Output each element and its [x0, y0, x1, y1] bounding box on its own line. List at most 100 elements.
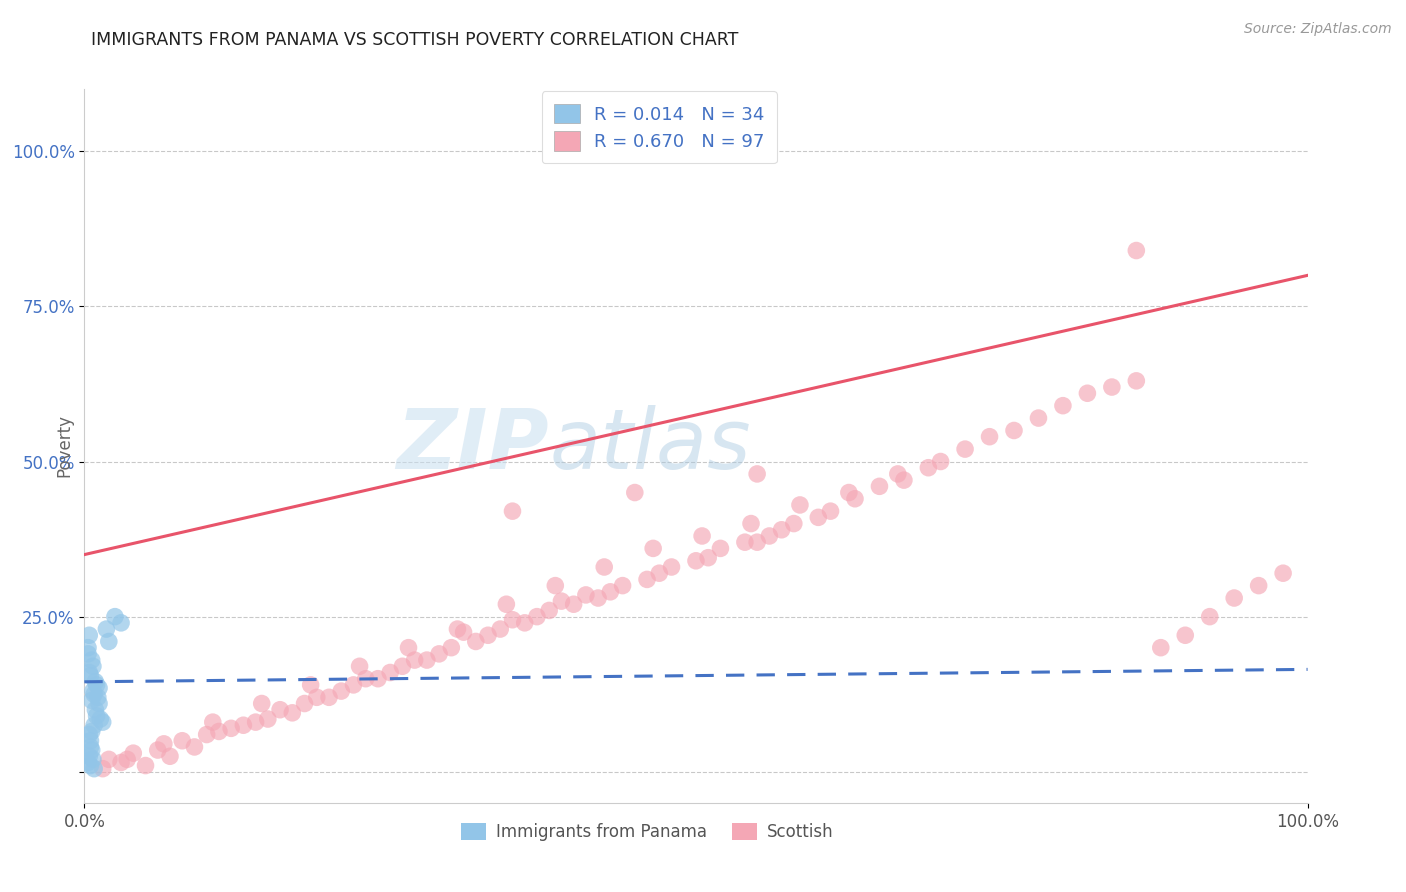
Point [294, 697, 316, 711]
Point [84, 674, 107, 689]
Point [740, 516, 762, 531]
Point [83, 762, 105, 776]
Point [917, 460, 939, 475]
Point [869, 479, 891, 493]
Point [502, 504, 524, 518]
Point [82, 684, 104, 698]
Point [281, 706, 304, 720]
Point [538, 603, 561, 617]
Point [1198, 609, 1220, 624]
Point [82, 752, 104, 766]
Point [416, 653, 439, 667]
Point [83, 687, 105, 701]
Point [257, 712, 280, 726]
Point [1028, 411, 1050, 425]
Point [86, 709, 108, 723]
Point [398, 640, 420, 655]
Point [349, 659, 371, 673]
Point [77, 749, 100, 764]
Point [464, 634, 486, 648]
Point [299, 678, 322, 692]
Point [183, 739, 205, 754]
Point [153, 737, 176, 751]
Point [77, 756, 100, 770]
Point [232, 718, 254, 732]
Point [502, 613, 524, 627]
Point [110, 756, 132, 770]
Text: IMMIGRANTS FROM PANAMA VS SCOTTISH POVERTY CORRELATION CHART: IMMIGRANTS FROM PANAMA VS SCOTTISH POVER… [91, 31, 738, 49]
Point [83, 718, 105, 732]
Point [453, 625, 475, 640]
Point [404, 653, 426, 667]
Point [1272, 566, 1295, 581]
Text: atlas: atlas [550, 406, 751, 486]
Point [77, 640, 100, 655]
Point [427, 647, 450, 661]
Point [269, 703, 291, 717]
Point [550, 594, 572, 608]
Point [747, 535, 769, 549]
Point [624, 485, 647, 500]
Point [1101, 380, 1123, 394]
Point [97, 634, 120, 648]
Point [758, 529, 780, 543]
Point [146, 743, 169, 757]
Legend: Immigrants from Panama, Scottish: Immigrants from Panama, Scottish [454, 816, 839, 848]
Point [526, 609, 548, 624]
Point [709, 541, 731, 556]
Point [380, 665, 402, 680]
Point [1223, 591, 1246, 605]
Point [1174, 628, 1197, 642]
Point [661, 560, 683, 574]
Point [91, 762, 114, 776]
Point [97, 752, 120, 766]
Point [1247, 579, 1270, 593]
Text: Source: ZipAtlas.com: Source: ZipAtlas.com [1244, 22, 1392, 37]
Point [929, 454, 952, 468]
Point [1002, 424, 1025, 438]
Point [104, 609, 127, 624]
Point [979, 430, 1001, 444]
Point [887, 467, 910, 481]
Point [440, 640, 463, 655]
Point [489, 622, 512, 636]
Point [305, 690, 328, 705]
Point [86, 678, 108, 692]
Point [593, 560, 616, 574]
Point [1150, 640, 1173, 655]
Point [330, 684, 353, 698]
Point [953, 442, 976, 456]
Point [685, 554, 707, 568]
Point [82, 659, 104, 673]
Point [562, 597, 585, 611]
Point [96, 622, 118, 636]
Point [122, 746, 145, 760]
Point [354, 672, 377, 686]
Point [770, 523, 793, 537]
Point [391, 659, 413, 673]
Point [110, 615, 132, 630]
Point [807, 510, 830, 524]
Point [195, 727, 218, 741]
Point [89, 712, 111, 726]
Point [77, 727, 100, 741]
Point [250, 697, 273, 711]
Point [342, 678, 364, 692]
Point [87, 681, 110, 695]
Point [367, 672, 389, 686]
Point [495, 597, 517, 611]
Point [219, 722, 242, 736]
Point [697, 550, 720, 565]
Point [80, 653, 103, 667]
Point [80, 724, 103, 739]
Point [91, 715, 114, 730]
Point [79, 758, 101, 772]
Point [893, 473, 915, 487]
Point [80, 693, 103, 707]
Point [844, 491, 866, 506]
Point [544, 579, 567, 593]
Point [612, 579, 634, 593]
Point [747, 467, 769, 481]
Point [79, 733, 101, 747]
Point [690, 529, 713, 543]
